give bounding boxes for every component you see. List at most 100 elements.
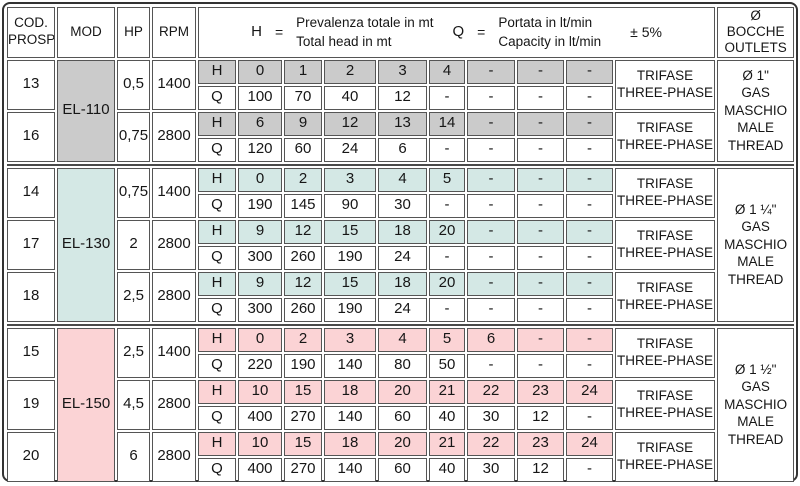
q-value-cell: 190 xyxy=(324,245,376,270)
h-value-cell: 0 xyxy=(238,327,282,352)
q-value-cell: 260 xyxy=(284,245,322,270)
head-values-row: 18 2,5 2800 H 9 12 15 18 20- - - TRIFASE THREE-PHASE xyxy=(7,271,794,322)
rpm-cell: 1400 xyxy=(152,327,196,378)
head-values-row: 14 EL-130 0,75 1400 H 0 2 3 4 5- - - TRIFASE THREE-PH… xyxy=(7,167,795,322)
q-row-label: Q xyxy=(198,297,236,322)
outlet-line: MASCHIO xyxy=(724,396,788,412)
h-value-cell: 2 xyxy=(284,167,322,192)
col-header-mod: MOD xyxy=(57,7,115,58)
phase-cell: TRIFASE THREE-PHASE xyxy=(615,271,716,322)
head-values-row: 13 EL-110 0,5 1400 H 0 1 2 3 4- - - TRIFASE THREE-PHA… xyxy=(7,59,795,162)
q-value-cell: 145 xyxy=(284,193,322,218)
h-row-label: H xyxy=(198,379,236,404)
q-value-cell: - xyxy=(517,353,564,378)
h-value-cell: 15 xyxy=(324,219,376,244)
q-value-cell: 100 xyxy=(238,85,282,110)
model-cell: EL-150 xyxy=(57,327,115,482)
head-values-row: 17 2 2800 H 9 12 15 18 20- - - TRIFASE THREE-PHASE xyxy=(7,219,794,270)
phase-line: THREE-PHASE xyxy=(617,404,714,420)
q-value-cell: - xyxy=(467,245,515,270)
q-value-cell: 60 xyxy=(378,457,427,482)
q-value-cell: 50 xyxy=(429,353,465,378)
h-value-cell: - xyxy=(517,271,564,296)
q-value-cell: 30 xyxy=(467,457,515,482)
h-row-label: H xyxy=(198,431,236,456)
outlet-line: MASCHIO xyxy=(724,236,788,252)
hp-cell: 2,5 xyxy=(117,271,150,322)
outlet-line: MALE xyxy=(737,254,774,270)
q-value-cell: 90 xyxy=(324,193,376,218)
h-value-cell: 23 xyxy=(517,431,564,456)
hp-cell: 0,5 xyxy=(117,59,150,110)
group-divider xyxy=(7,323,795,326)
q-value-cell: - xyxy=(429,137,465,162)
q-value-cell: - xyxy=(566,405,613,430)
q-value-cell: 40 xyxy=(324,85,376,110)
q-value-cell: - xyxy=(566,245,613,270)
phase-cell: TRIFASE THREE-PHASE xyxy=(615,111,716,162)
h-value-cell: 15 xyxy=(324,271,376,296)
q-value-cell: - xyxy=(566,85,613,110)
flow-definition-en: Capacity in lt/min xyxy=(498,34,602,50)
pump-spec-table: COD. PROSP. MOD HP RPM H = Prevalenza to… xyxy=(5,5,796,484)
q-value-cell: 400 xyxy=(238,405,282,430)
q-value-cell: - xyxy=(566,193,613,218)
q-value-cell: - xyxy=(467,297,515,322)
outlet-line: MALE xyxy=(737,120,774,136)
h-value-cell: 20 xyxy=(429,219,465,244)
outlet-line: THREAD xyxy=(727,431,784,447)
q-value-cell: - xyxy=(566,457,613,482)
h-value-cell: 20 xyxy=(429,271,465,296)
h-value-cell: 12 xyxy=(284,271,322,296)
h-equals-sign: = xyxy=(274,23,284,40)
h-value-cell: - xyxy=(467,167,515,192)
outlet-line: GAS xyxy=(741,219,770,235)
phase-cell: TRIFASE THREE-PHASE xyxy=(615,431,716,482)
h-value-cell: - xyxy=(566,111,613,136)
h-value-cell: 18 xyxy=(324,431,376,456)
h-value-cell: - xyxy=(467,111,515,136)
rpm-cell: 2800 xyxy=(152,431,196,482)
phase-line: TRIFASE xyxy=(636,67,694,83)
h-value-cell: 4 xyxy=(378,327,427,352)
q-value-cell: - xyxy=(517,85,564,110)
q-value-cell: 30 xyxy=(378,193,427,218)
outlet-cell: Ø 1" GAS MASCHIO MALE THREAD xyxy=(717,59,795,162)
h-value-cell: 15 xyxy=(284,379,322,404)
q-value-cell: 6 xyxy=(378,137,427,162)
h-value-cell: - xyxy=(566,167,613,192)
q-value-cell: 12 xyxy=(517,405,564,430)
q-symbol: Q xyxy=(452,23,465,41)
rpm-cell: 1400 xyxy=(152,167,196,218)
rpm-cell: 2800 xyxy=(152,379,196,430)
outlets-header-it: BOCCHE xyxy=(726,24,785,40)
q-value-cell: 24 xyxy=(378,297,427,322)
phase-line: THREE-PHASE xyxy=(617,352,714,368)
flow-values-row: Q 220 190 140 80 50- - - xyxy=(7,353,794,378)
h-value-cell: 9 xyxy=(238,219,282,244)
q-value-cell: 140 xyxy=(324,353,376,378)
h-value-cell: 3 xyxy=(324,327,376,352)
model-cell: EL-130 xyxy=(57,167,115,322)
model-cell: EL-110 xyxy=(57,59,115,162)
h-value-cell: - xyxy=(517,59,564,84)
h-value-cell: 2 xyxy=(324,59,376,84)
outlets-header-symbol: Ø xyxy=(750,8,761,23)
q-value-cell: 270 xyxy=(284,457,322,482)
tolerance-label: ± 5% xyxy=(630,23,662,40)
rpm-cell: 2800 xyxy=(152,111,196,162)
h-value-cell: 15 xyxy=(284,431,322,456)
q-value-cell: - xyxy=(467,85,515,110)
phase-cell: TRIFASE THREE-PHASE xyxy=(615,327,716,378)
h-value-cell: 4 xyxy=(429,59,465,84)
h-value-cell: - xyxy=(467,219,515,244)
phase-line: THREE-PHASE xyxy=(617,84,714,100)
outlet-cell: Ø 1 ¼" GAS MASCHIO MALE THREAD xyxy=(717,167,795,322)
q-value-cell: 12 xyxy=(378,85,427,110)
head-definition: Prevalenza totale in mt Total head in mt xyxy=(296,13,433,52)
hp-cell: 0,75 xyxy=(117,167,150,218)
hp-cell: 4,5 xyxy=(117,379,150,430)
group-divider xyxy=(7,163,795,166)
h-value-cell: 12 xyxy=(324,111,376,136)
h-value-cell: 18 xyxy=(378,271,427,296)
